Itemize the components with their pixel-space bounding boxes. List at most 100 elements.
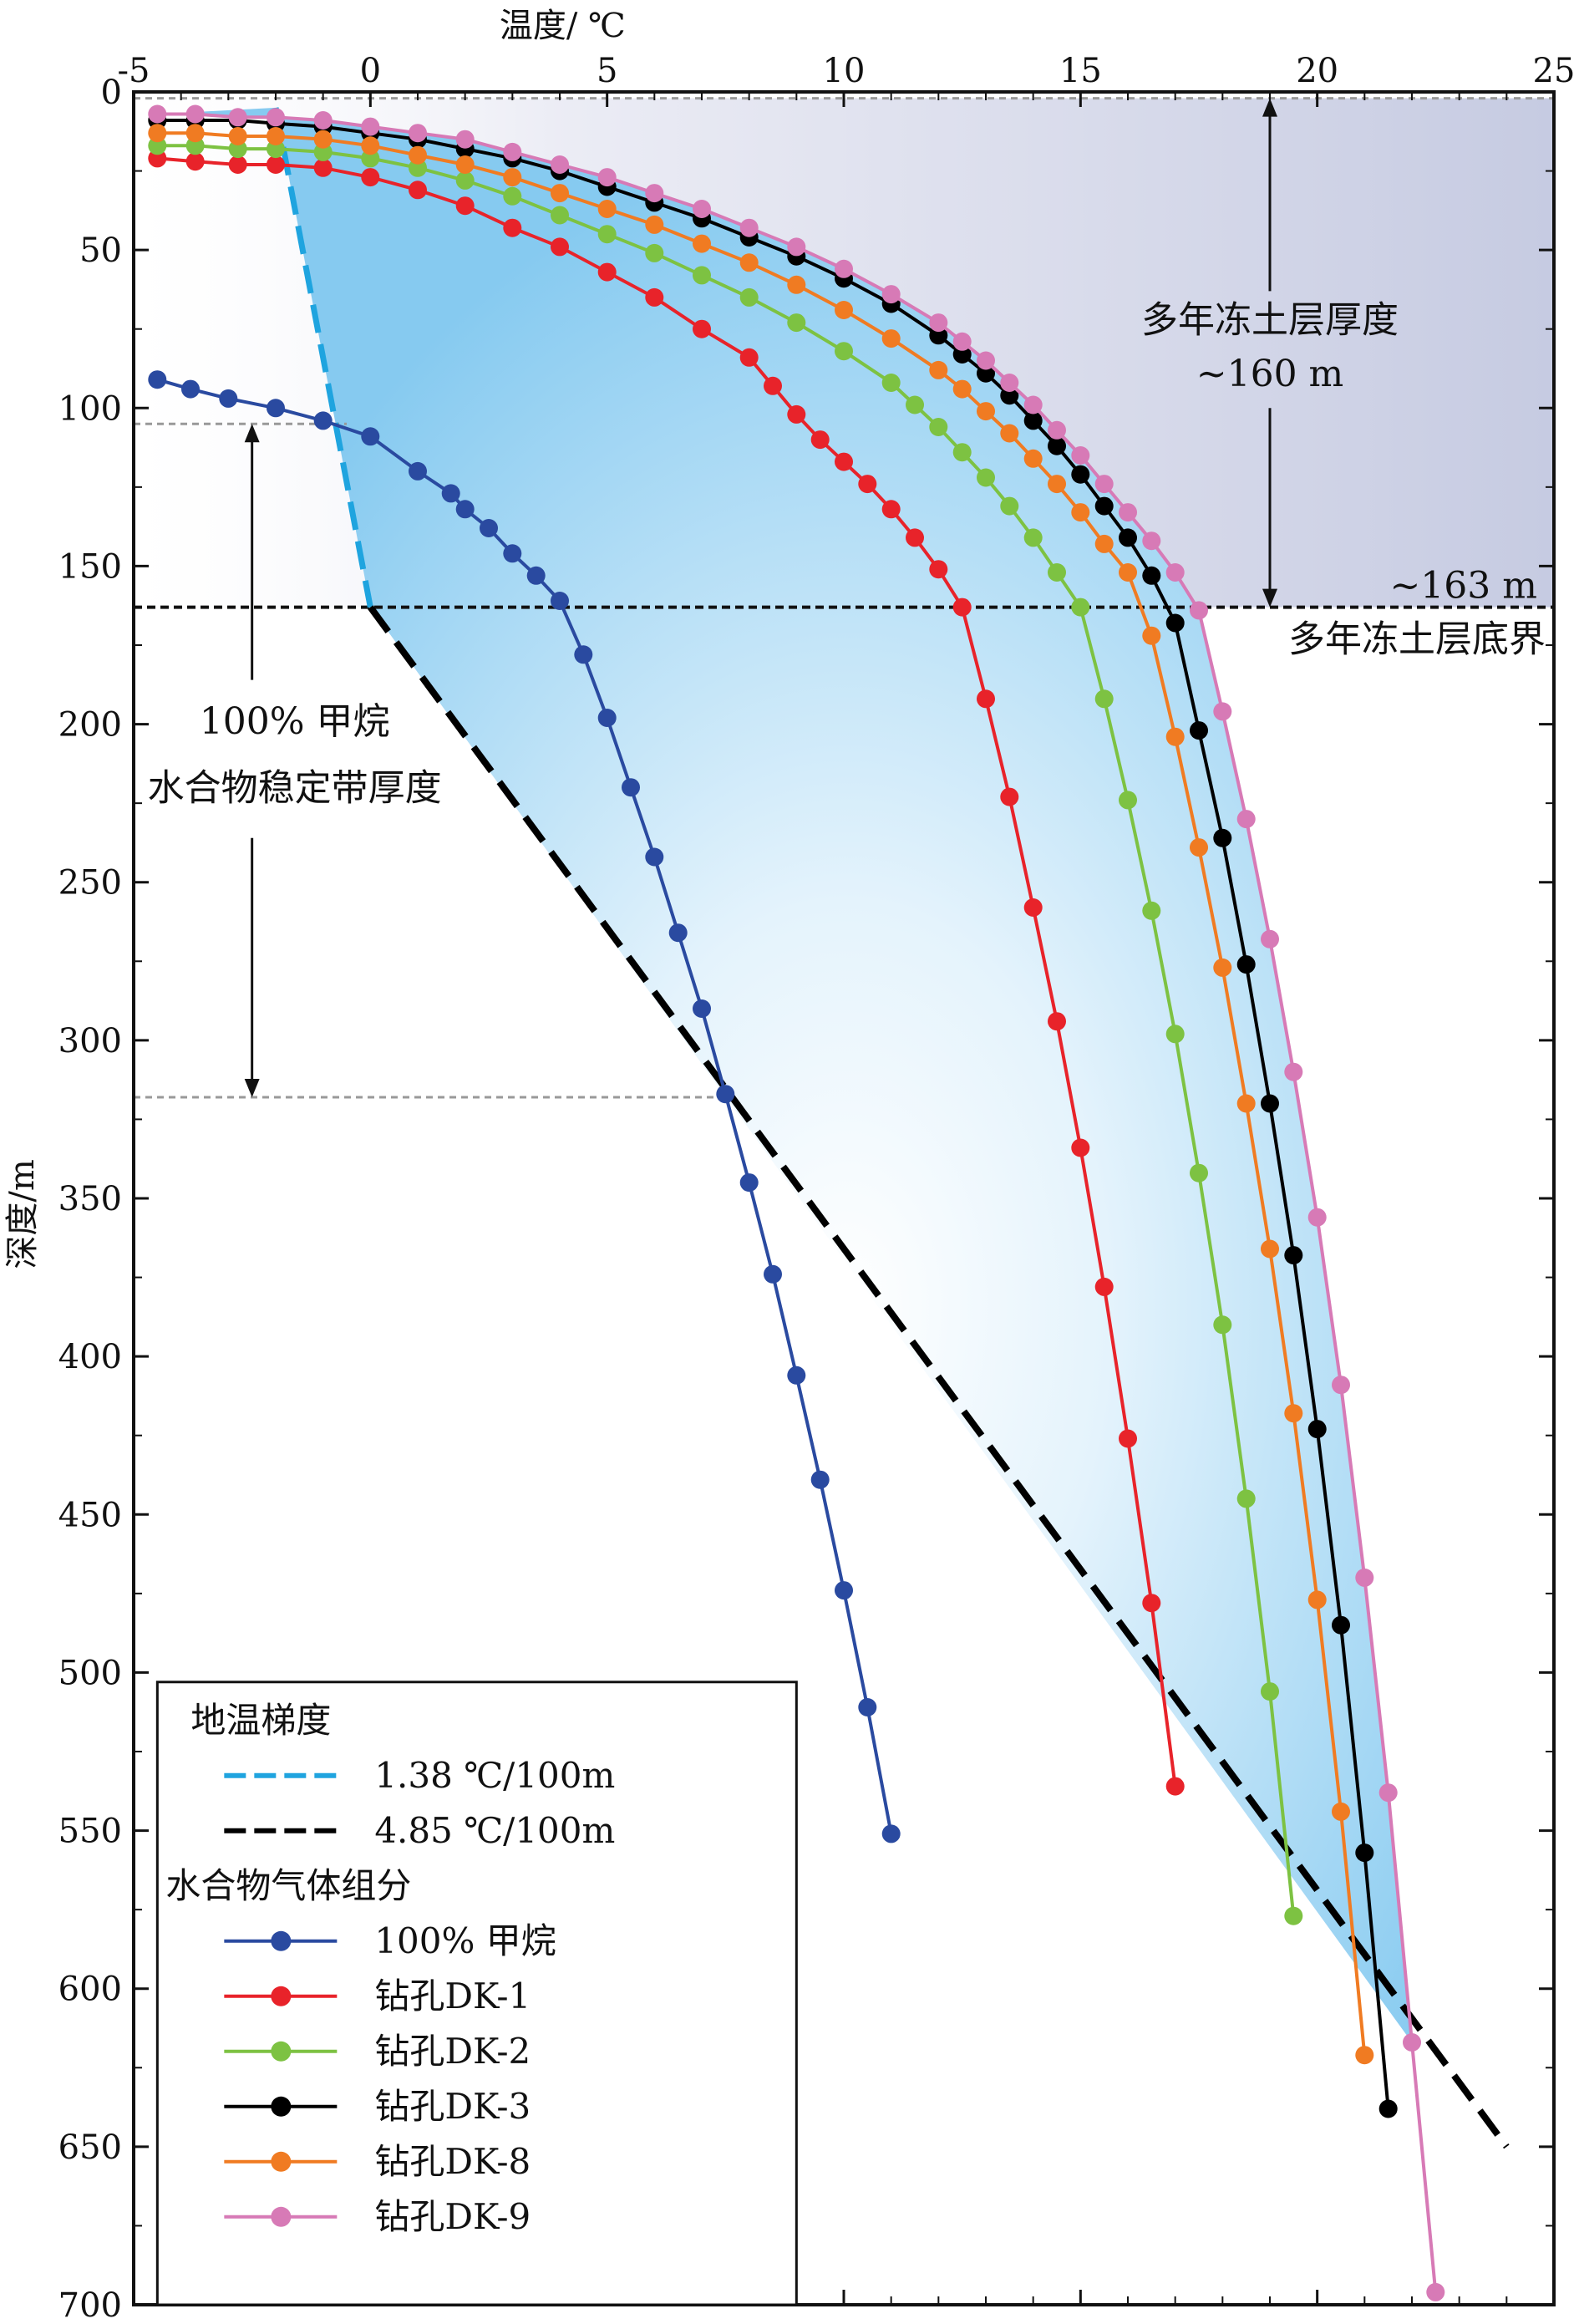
data-point [1190, 1163, 1208, 1182]
data-point [977, 468, 995, 487]
data-point [185, 124, 205, 143]
data-point [1190, 838, 1208, 857]
data-point [1236, 1094, 1256, 1113]
data-point [1165, 1777, 1185, 1796]
data-point [739, 287, 759, 307]
data-point [1071, 503, 1090, 522]
data-point [1094, 475, 1114, 494]
data-point [1094, 1277, 1114, 1296]
data-point [1165, 613, 1185, 633]
data-point [787, 1365, 806, 1385]
data-point [267, 127, 285, 145]
data-point [1071, 446, 1090, 465]
data-point [228, 140, 247, 159]
data-point [977, 402, 995, 421]
x-tick-label: 15 [1059, 52, 1102, 90]
y-tick-label: 500 [58, 1654, 122, 1692]
y-tick-label: 350 [58, 1180, 122, 1218]
data-point [441, 484, 460, 503]
legend-swatch-marker [271, 1986, 292, 2006]
data-point [455, 170, 475, 190]
permafrost-base-label: 多年冻土层底界 [1288, 618, 1546, 661]
y-tick-label: 150 [58, 547, 122, 586]
data-point [1119, 503, 1137, 522]
data-point [977, 351, 995, 370]
data-point [1355, 1568, 1374, 1587]
data-point [1213, 702, 1232, 721]
series-1 [148, 149, 1185, 1796]
data-point [219, 389, 238, 408]
data-point [1000, 386, 1019, 405]
data-point [503, 186, 522, 206]
gradient-lines [272, 107, 1510, 2149]
data-point [881, 1824, 901, 1843]
data-point [551, 184, 569, 203]
x-axis-title: 温度/ ℃ [500, 7, 626, 45]
data-point [645, 287, 664, 307]
data-point [952, 332, 972, 351]
legend-item-series: 钻孔DK-8 [224, 2141, 531, 2182]
gradient-line-1-38 [272, 107, 373, 608]
data-point [1071, 598, 1090, 617]
x-tick-label: 5 [597, 52, 617, 90]
data-point [1071, 1138, 1090, 1157]
data-point [1426, 2282, 1445, 2301]
permafrost-thickness-value: ~160 m [1196, 353, 1344, 395]
data-point [693, 200, 711, 218]
legend-label: 1.38 ℃/100m [374, 1755, 615, 1796]
data-point [228, 108, 247, 127]
data-point [835, 1581, 853, 1600]
permafrost-thickness-arrow [1262, 98, 1277, 608]
data-point [1190, 601, 1208, 620]
data-point [361, 168, 380, 187]
thickness-arrows [244, 98, 1277, 1097]
x-tick-label: 20 [1296, 52, 1338, 90]
data-point [503, 218, 522, 237]
data-point [835, 452, 853, 471]
data-point [835, 342, 853, 361]
legend-group-gradient-title: 地温梯度 [190, 1700, 331, 1741]
legend-item-series: 100% 甲烷 [224, 1920, 556, 1961]
series-5 [148, 104, 1445, 2301]
data-point [185, 152, 205, 171]
data-point [1119, 791, 1137, 810]
data-point [1355, 2046, 1374, 2065]
arrow-head [244, 424, 260, 443]
data-point [929, 560, 948, 579]
data-point [1048, 1012, 1066, 1031]
data-point [693, 999, 711, 1018]
data-point [1261, 929, 1279, 948]
legend-label: 钻孔DK-8 [374, 2141, 531, 2182]
data-point [645, 847, 664, 867]
data-point [1142, 901, 1161, 920]
data-point [1094, 534, 1114, 553]
data-point [1000, 496, 1019, 516]
data-point [1261, 1094, 1279, 1113]
data-point [503, 544, 522, 563]
data-point [455, 196, 475, 216]
x-tick-label: -5 [118, 52, 150, 90]
data-point [267, 155, 285, 174]
data-point [1048, 436, 1066, 455]
data-point [764, 376, 782, 395]
data-point [1236, 1489, 1256, 1508]
legend-label: 钻孔DK-1 [374, 1976, 531, 2016]
y-tick-label: 450 [58, 1496, 122, 1534]
data-point [645, 243, 664, 262]
legend-group-gas-title: 水合物气体组分 [165, 1865, 411, 1906]
annotations: 多年冻土层厚度 ~160 m ~163 m 多年冻土层底界 100% 甲烷 水合… [148, 98, 1546, 1097]
data-point [645, 215, 664, 234]
legend-label: 钻孔DK-2 [374, 2031, 531, 2072]
data-point [693, 234, 711, 253]
data-point [551, 206, 569, 225]
legend-item-series: 钻孔DK-2 [224, 2031, 531, 2072]
data-point [313, 111, 333, 130]
series-4 [148, 124, 1374, 2065]
data-point [881, 329, 901, 348]
data-point [455, 155, 475, 174]
data-point [1403, 2033, 1421, 2052]
data-point [977, 689, 995, 709]
data-point [1307, 1590, 1327, 1610]
x-tick-label: 10 [823, 52, 866, 90]
data-point [455, 130, 475, 149]
